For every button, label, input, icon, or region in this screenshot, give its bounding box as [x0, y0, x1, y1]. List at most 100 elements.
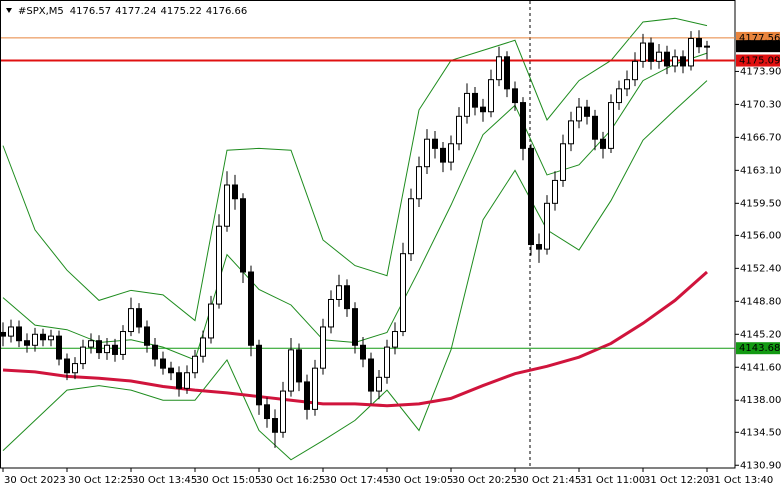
candle-body [72, 363, 78, 374]
candle-body [592, 115, 598, 140]
y-tick-label: 4141.60 [740, 362, 781, 373]
x-tick-label: 30 Oct 13:45 [132, 475, 197, 486]
candle-body [656, 51, 662, 62]
candle-body [240, 198, 246, 273]
candle-body [304, 381, 310, 410]
candle-body [648, 42, 654, 62]
y-tick-label: 4159.50 [740, 198, 781, 209]
candle-body [32, 333, 38, 346]
candle-body [48, 335, 54, 341]
candle-body [168, 367, 174, 374]
x-tick-label: 30 Oct 2023 [4, 475, 66, 486]
candle-body [512, 88, 518, 104]
x-tick-label: 30 Oct 17:45 [324, 475, 389, 486]
candle-body [456, 115, 462, 145]
candle-body [368, 358, 374, 392]
y-tick-label: 4138.00 [740, 395, 781, 406]
level-label-bg [736, 54, 780, 67]
y-tick-label: 4173.90 [740, 66, 781, 77]
candle-body [176, 372, 182, 389]
level-label-bg [736, 342, 780, 355]
candle-body [520, 102, 526, 149]
open-value: 4176.57 [70, 6, 111, 17]
candle-body [24, 340, 30, 346]
price-label: 4176.66 [739, 41, 780, 52]
y-tick-label: 4170.30 [740, 99, 781, 110]
candle-body [552, 179, 558, 204]
candle-body [272, 418, 278, 433]
candle-body [696, 37, 702, 48]
level-label: 4177.56 [739, 33, 780, 44]
candle-body [408, 198, 414, 255]
candle-body [392, 331, 398, 348]
candle-body [96, 340, 102, 354]
candle-body [536, 244, 542, 250]
candle-body [88, 340, 94, 348]
level-label: 4175.09 [739, 56, 780, 67]
candle-body [64, 358, 70, 374]
candle-body [568, 120, 574, 145]
candle-body [424, 138, 430, 168]
y-tick-label: 4166.70 [740, 132, 781, 143]
high-value: 4177.24 [115, 6, 156, 17]
candle-body [560, 143, 566, 181]
candle-body [440, 147, 446, 163]
plot-frame [0, 0, 736, 469]
x-tick-label: 30 Oct 20:25 [452, 475, 517, 486]
candle-body [680, 56, 686, 67]
candle-body [688, 37, 694, 67]
candle-body [312, 367, 318, 410]
candle-body [360, 344, 366, 360]
candle-body [256, 344, 262, 406]
x-tick-label: 30 Oct 21:45 [516, 475, 581, 486]
candle-body [160, 358, 166, 369]
indicator-line [2, 270, 708, 408]
x-tick-label: 31 Oct 11:00 [580, 475, 645, 486]
candle-body [704, 45, 710, 48]
candle-body [280, 390, 286, 433]
candle-body [448, 143, 454, 163]
candle-body [640, 42, 646, 62]
candle-body [480, 106, 486, 113]
candle-body [544, 202, 550, 250]
candle-body [320, 326, 326, 369]
x-tick-label: 30 Oct 16:25 [260, 475, 325, 486]
candle-body [232, 184, 238, 200]
candle-body [248, 271, 254, 346]
candle-body [184, 372, 190, 389]
candle-body [112, 344, 118, 355]
candle-body [384, 346, 390, 378]
y-tick-label: 4134.50 [740, 427, 781, 438]
candle-body [328, 298, 334, 328]
candle-body [224, 184, 230, 227]
candle-body [432, 138, 438, 149]
level-label: 4143.68 [739, 343, 780, 354]
candle-body [144, 326, 150, 346]
candle-body [472, 92, 478, 108]
candle-body [576, 106, 582, 122]
header: #SPX,M5 4176.57 4177.24 4175.22 4176.66 [18, 6, 247, 17]
candle-body [216, 225, 222, 305]
close-value: 4176.66 [206, 6, 247, 17]
y-tick-label: 4148.80 [740, 296, 781, 307]
candle-body [16, 326, 22, 342]
candle-body [496, 56, 502, 81]
y-tick-label: 4152.40 [740, 263, 781, 274]
candle-body [264, 404, 270, 420]
candle-body [376, 376, 382, 392]
candle-body [672, 56, 678, 67]
candle-body [128, 308, 134, 333]
menu-arrow [6, 8, 12, 13]
candle-body [632, 60, 638, 81]
x-tick-label: 30 Oct 15:05 [196, 475, 261, 486]
y-tick-label: 4145.20 [740, 329, 781, 340]
candle-body [416, 166, 422, 200]
y-tick-label: 4156.00 [740, 230, 781, 241]
candle-body [584, 106, 590, 117]
candle-body [56, 335, 62, 360]
candle-body [192, 355, 198, 374]
candle-body [608, 102, 614, 149]
candle-body [0, 331, 6, 337]
candle-body [8, 326, 14, 337]
